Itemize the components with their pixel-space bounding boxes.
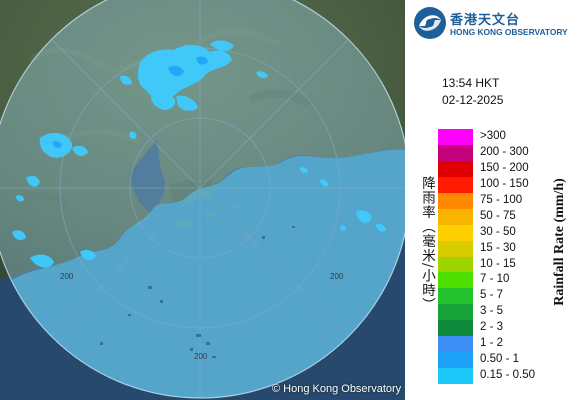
legend-color-swatch bbox=[438, 304, 473, 321]
range-ring-label: 200 bbox=[60, 272, 74, 281]
radar-map[interactable]: 200 200 200 © Hong Kong Observatory bbox=[0, 0, 405, 400]
legend-range-label: 200 - 300 bbox=[480, 145, 529, 158]
legend-row: 15 - 30 bbox=[438, 240, 568, 257]
range-rings bbox=[0, 0, 405, 399]
observation-date: 02-12-2025 bbox=[442, 93, 504, 107]
legend-title-english: Rainfall Rate (mm/h) bbox=[552, 178, 567, 306]
legend-range-label: 100 - 150 bbox=[480, 177, 529, 190]
legend-color-swatch bbox=[438, 288, 473, 305]
radar-coverage bbox=[0, 0, 405, 398]
copyright-notice: © Hong Kong Observatory bbox=[272, 383, 402, 395]
legend-row: 100 - 150 bbox=[438, 176, 568, 193]
legend-row: 30 - 50 bbox=[438, 224, 568, 241]
legend-color-swatch bbox=[438, 352, 473, 369]
sea-echo-dots bbox=[100, 226, 295, 358]
legend-color-swatch bbox=[438, 336, 473, 353]
legend-row: 7 - 10 bbox=[438, 272, 568, 289]
info-panel: 香港天文台 HONG KONG OBSERVATORY 13:54 HKT 02… bbox=[405, 0, 577, 400]
legend-color-swatch bbox=[438, 208, 473, 225]
legend-range-label: 15 - 30 bbox=[480, 241, 516, 254]
legend-row: 3 - 5 bbox=[438, 304, 568, 321]
legend-color-swatch bbox=[438, 272, 473, 289]
observatory-name-english: HONG KONG OBSERVATORY bbox=[450, 27, 568, 37]
hong-kong-observatory-logo-icon bbox=[414, 7, 446, 39]
range-ring-label: 200 bbox=[330, 272, 344, 281]
legend-range-label: >300 bbox=[480, 130, 506, 142]
legend-row: >300 bbox=[438, 129, 568, 145]
legend-color-swatch bbox=[438, 256, 473, 273]
legend-color-swatch bbox=[438, 368, 473, 384]
legend-row: 50 - 75 bbox=[438, 208, 568, 225]
legend-range-label: 150 - 200 bbox=[480, 161, 529, 174]
legend-color-swatch bbox=[438, 129, 473, 145]
legend-range-label: 5 - 7 bbox=[480, 289, 504, 302]
legend-range-label: 1 - 2 bbox=[480, 337, 504, 350]
pearl-river-estuary bbox=[130, 140, 165, 212]
legend-color-swatch bbox=[438, 224, 473, 241]
legend-color-swatch bbox=[438, 240, 473, 257]
legend-row: 150 - 200 bbox=[438, 160, 568, 177]
legend-row: 75 - 100 bbox=[438, 192, 568, 209]
legend-range-label: 50 - 75 bbox=[480, 209, 516, 222]
legend-range-label: 2 - 3 bbox=[480, 321, 504, 334]
rainfall-legend: >300 200 - 300 150 - 200 100 - 150 75 - 100 5… bbox=[438, 129, 568, 384]
legend-row: 2 - 3 bbox=[438, 320, 568, 337]
legend-range-label: 7 - 10 bbox=[480, 273, 510, 286]
observatory-logo: 香港天文台 HONG KONG OBSERVATORY bbox=[413, 6, 573, 40]
legend-range-label: 75 - 100 bbox=[480, 193, 523, 206]
legend-title-chinese: 降雨率（毫米/小時） bbox=[419, 176, 435, 313]
legend-range-label: 3 - 5 bbox=[480, 305, 504, 318]
legend-range-label: 30 - 50 bbox=[480, 225, 516, 238]
legend-row: 10 - 15 bbox=[438, 256, 568, 273]
range-ring-label: 200 bbox=[194, 352, 208, 361]
hong-kong-land bbox=[168, 180, 218, 204]
legend-color-swatch bbox=[438, 144, 473, 161]
legend-color-swatch bbox=[438, 176, 473, 193]
legend-row: 0.15 - 0.50 bbox=[438, 368, 568, 384]
legend-range-label: 10 - 15 bbox=[480, 257, 516, 270]
legend-color-swatch bbox=[438, 320, 473, 337]
rain-echoes bbox=[12, 40, 386, 268]
rain-echo-cores bbox=[52, 56, 208, 149]
legend-row: 0.50 - 1 bbox=[438, 352, 568, 369]
observation-time: 13:54 HKT bbox=[442, 76, 500, 90]
legend-row: 1 - 2 bbox=[438, 336, 568, 353]
legend-row: 5 - 7 bbox=[438, 288, 568, 305]
legend-range-label: 0.50 - 1 bbox=[480, 353, 519, 366]
legend-color-swatch bbox=[438, 192, 473, 209]
legend-color-swatch bbox=[438, 160, 473, 177]
observatory-name-chinese: 香港天文台 bbox=[450, 13, 521, 28]
land-area bbox=[0, 0, 405, 280]
radar-map-canvas bbox=[0, 0, 405, 400]
legend-row: 200 - 300 bbox=[438, 144, 568, 161]
legend-range-label: 0.15 - 0.50 bbox=[480, 369, 535, 382]
